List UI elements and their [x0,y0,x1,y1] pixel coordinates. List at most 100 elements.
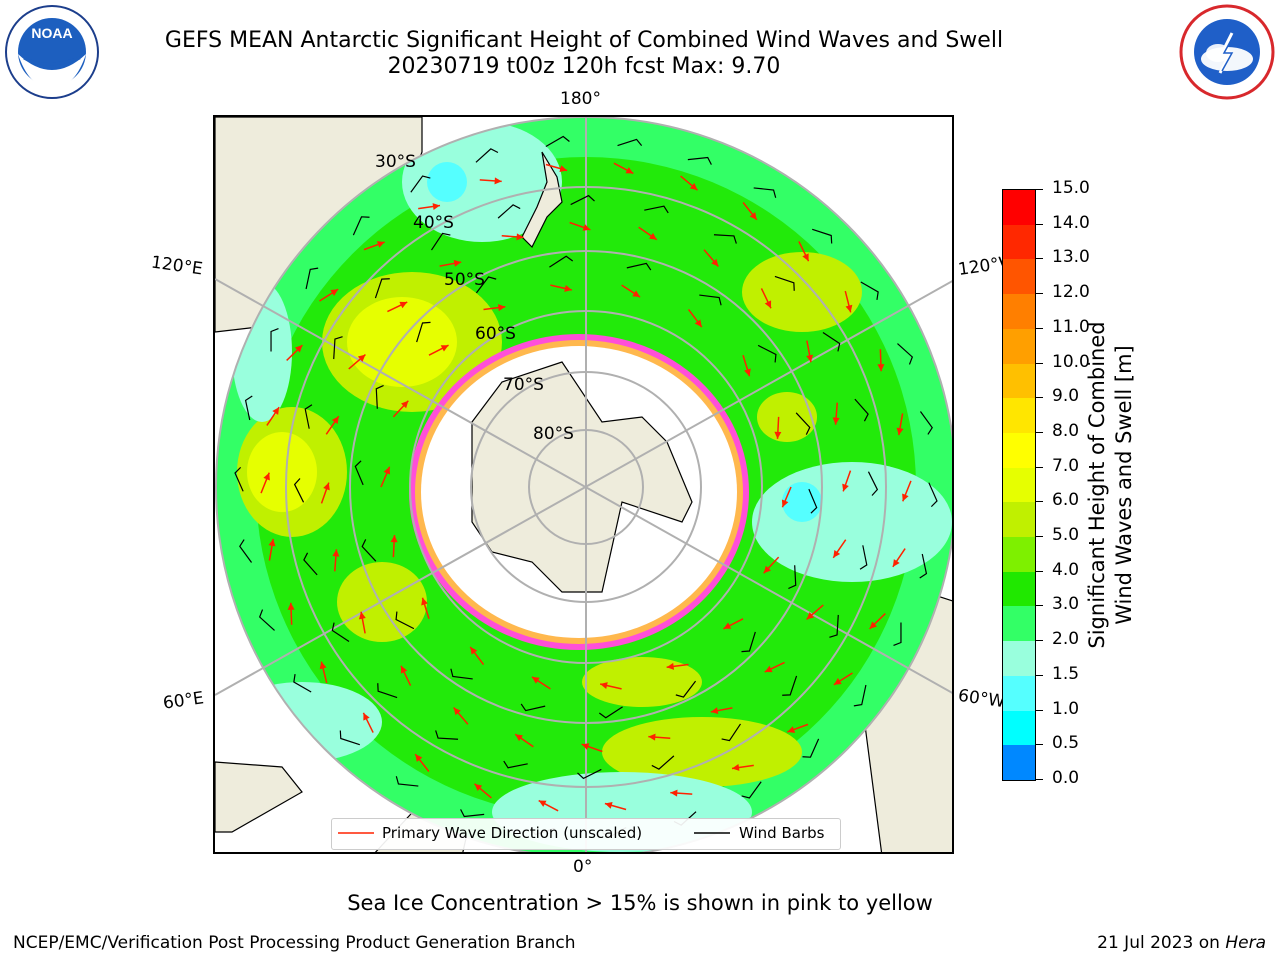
lon-label-120e: 120°E [149,252,204,280]
lat-label-60s: 60°S [475,324,516,344]
wind-barb [361,539,377,562]
wave-arrow-head [781,499,789,508]
colorbar-band [1003,641,1035,676]
wave-arrow-head [268,538,276,547]
wind-barb [503,760,528,769]
wave-arrow-head [806,354,814,363]
colorbar-tick-mark [1035,709,1043,711]
wind-barb [919,553,928,579]
antarctica [471,361,693,593]
wind-barb [435,730,459,740]
colorbar-tick-label: 6.0 [1052,490,1080,511]
wave-arrow-head [497,304,506,312]
wave-arrow-head [538,800,547,807]
wave-arrow-head [399,301,408,309]
wind-barb [782,675,798,696]
wave-arrow-head [892,559,900,567]
polar-map [215,117,952,852]
colorbar-tick-mark [1035,189,1043,190]
wind-barb [234,466,244,492]
wind-barb [822,332,841,352]
lat-label-70s: 70°S [503,375,544,395]
legend-wave-direction: Primary Wave Direction (unscaled) [382,824,643,842]
colorbar-band [1003,363,1035,399]
wave-arrow-head [723,622,732,629]
wind-barb [304,404,313,429]
colorbar-tick-mark [1035,362,1043,364]
wave-arrow-head [600,682,608,689]
wave-arrow-head [649,232,657,240]
wind-barb [897,343,914,365]
wave-arrow-head [869,621,878,629]
wave-arrow-head [363,712,370,721]
wind-barb [741,631,756,653]
wave-arrow-head [787,726,796,733]
wave-arrow-head [331,416,339,424]
wind-barb [598,706,623,719]
wind-barb [859,545,868,570]
wind-barb [410,175,431,193]
wave-arrow-head [902,493,909,502]
colorbar-tick-label: 9.0 [1052,386,1080,407]
colorbar-tick-label: 10.0 [1052,351,1090,372]
colorbar-label: Significant Height of Combined Wind Wave… [1084,285,1144,685]
colorbar-tick-mark [1035,570,1043,572]
wind-barb [893,622,902,646]
colorbar-tick-mark [1035,223,1043,225]
footer-machine: Hera [1225,933,1266,953]
colorbar-band [1003,502,1035,538]
wind-barb [416,321,431,343]
wave-arrow-head [263,472,270,481]
colorbar-tick-label: 15.0 [1052,178,1090,198]
wave-arrow-head [604,802,613,809]
wind-barb [854,398,869,422]
wave-arrow-head [896,427,904,436]
wave-arrow-head [806,612,815,620]
wind-barb [303,552,318,576]
colorbar-band [1003,224,1035,260]
wave-arrow-head [330,289,339,296]
wave-arrow-head [323,482,330,491]
wave-arrow-head [531,676,540,684]
wave-arrow-head [294,345,303,353]
wind-barb [293,478,305,503]
wind-barb [699,294,722,306]
wind-barb [741,781,762,799]
wave-arrow-head [832,417,840,425]
graticule [215,117,952,852]
wind-barb [626,262,652,271]
wind-barb [919,411,933,435]
wave-arrow-head [774,431,782,439]
wave-arrow-head [666,662,675,670]
vector-glyphs [234,135,938,839]
lat-label-40s: 40°S [413,213,454,233]
wave-arrow-head [582,224,591,231]
colorbar-tick-mark [1035,327,1043,329]
nws-logo [1179,4,1275,100]
wind-barb [812,228,833,244]
wind-barb [860,281,879,300]
wind-barb [753,187,777,198]
wave-arrow-head [470,646,478,655]
wind-barb [475,148,499,163]
wind-barb [545,135,570,147]
colorbar-band [1003,328,1035,364]
colorbar-tick-label: 3.0 [1052,594,1080,615]
lon-label-60w: 60°W [956,685,1007,713]
wave-arrow-head [494,177,502,185]
wave-arrow-head [516,233,524,241]
colorbar-tick-label: 5.0 [1052,525,1080,546]
colorbar-tick-label: 11.0 [1052,316,1090,337]
wave-arrow-head [764,300,772,309]
wave-arrow-head [845,304,853,313]
wave-arrow-head [564,285,572,292]
wave-arrow-head [710,707,719,715]
wind-barb [651,755,675,770]
wave-arrow-head [670,789,678,797]
wave-arrow-head [440,345,449,352]
wave-arrow-head [376,241,385,248]
map-panel [213,115,954,854]
wind-barb [377,683,398,699]
wave-arrow-head [421,597,428,606]
lat-label-80s: 80°S [533,424,574,444]
